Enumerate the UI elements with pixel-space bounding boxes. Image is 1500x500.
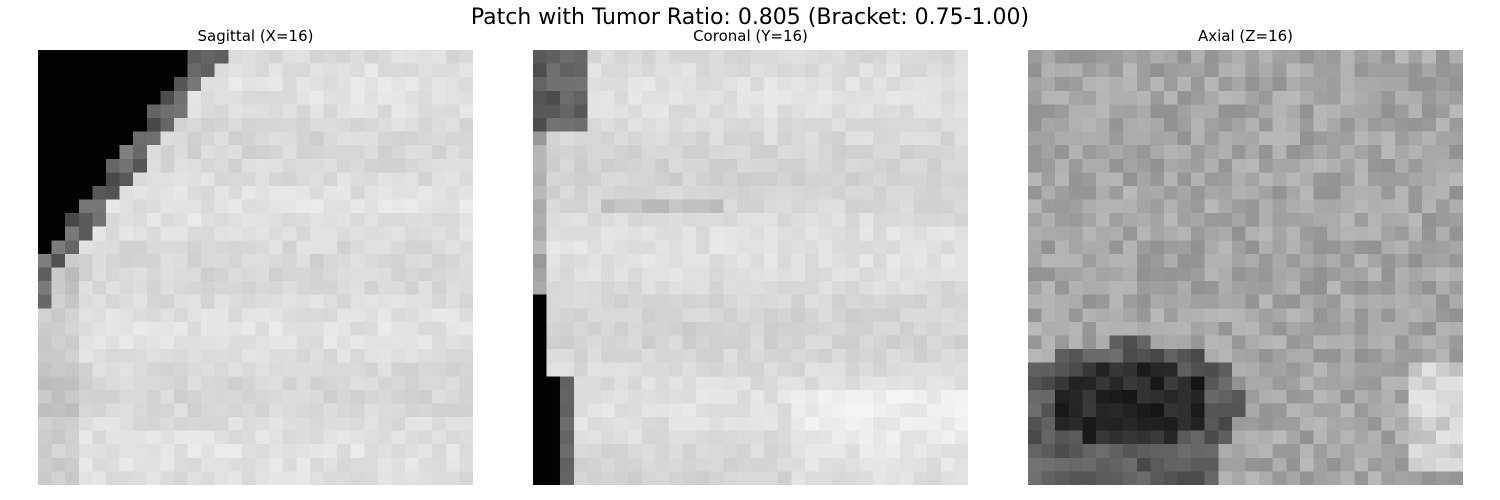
figure-suptitle: Patch with Tumor Ratio: 0.805 (Bracket: … — [470, 5, 1030, 30]
coronal-slice-image — [533, 50, 968, 485]
sagittal-slice-image — [38, 50, 473, 485]
panel-title-sagittal: Sagittal (X=16) — [197, 27, 314, 45]
axial-slice-image — [1028, 50, 1463, 485]
panel-sagittal: Sagittal (X=16) — [38, 26, 473, 486]
panel-coronal: Coronal (Y=16) — [533, 26, 968, 486]
panel-title-coronal: Coronal (Y=16) — [693, 27, 808, 45]
panel-axial: Axial (Z=16) — [1028, 26, 1463, 486]
panel-title-axial: Axial (Z=16) — [1197, 27, 1294, 45]
